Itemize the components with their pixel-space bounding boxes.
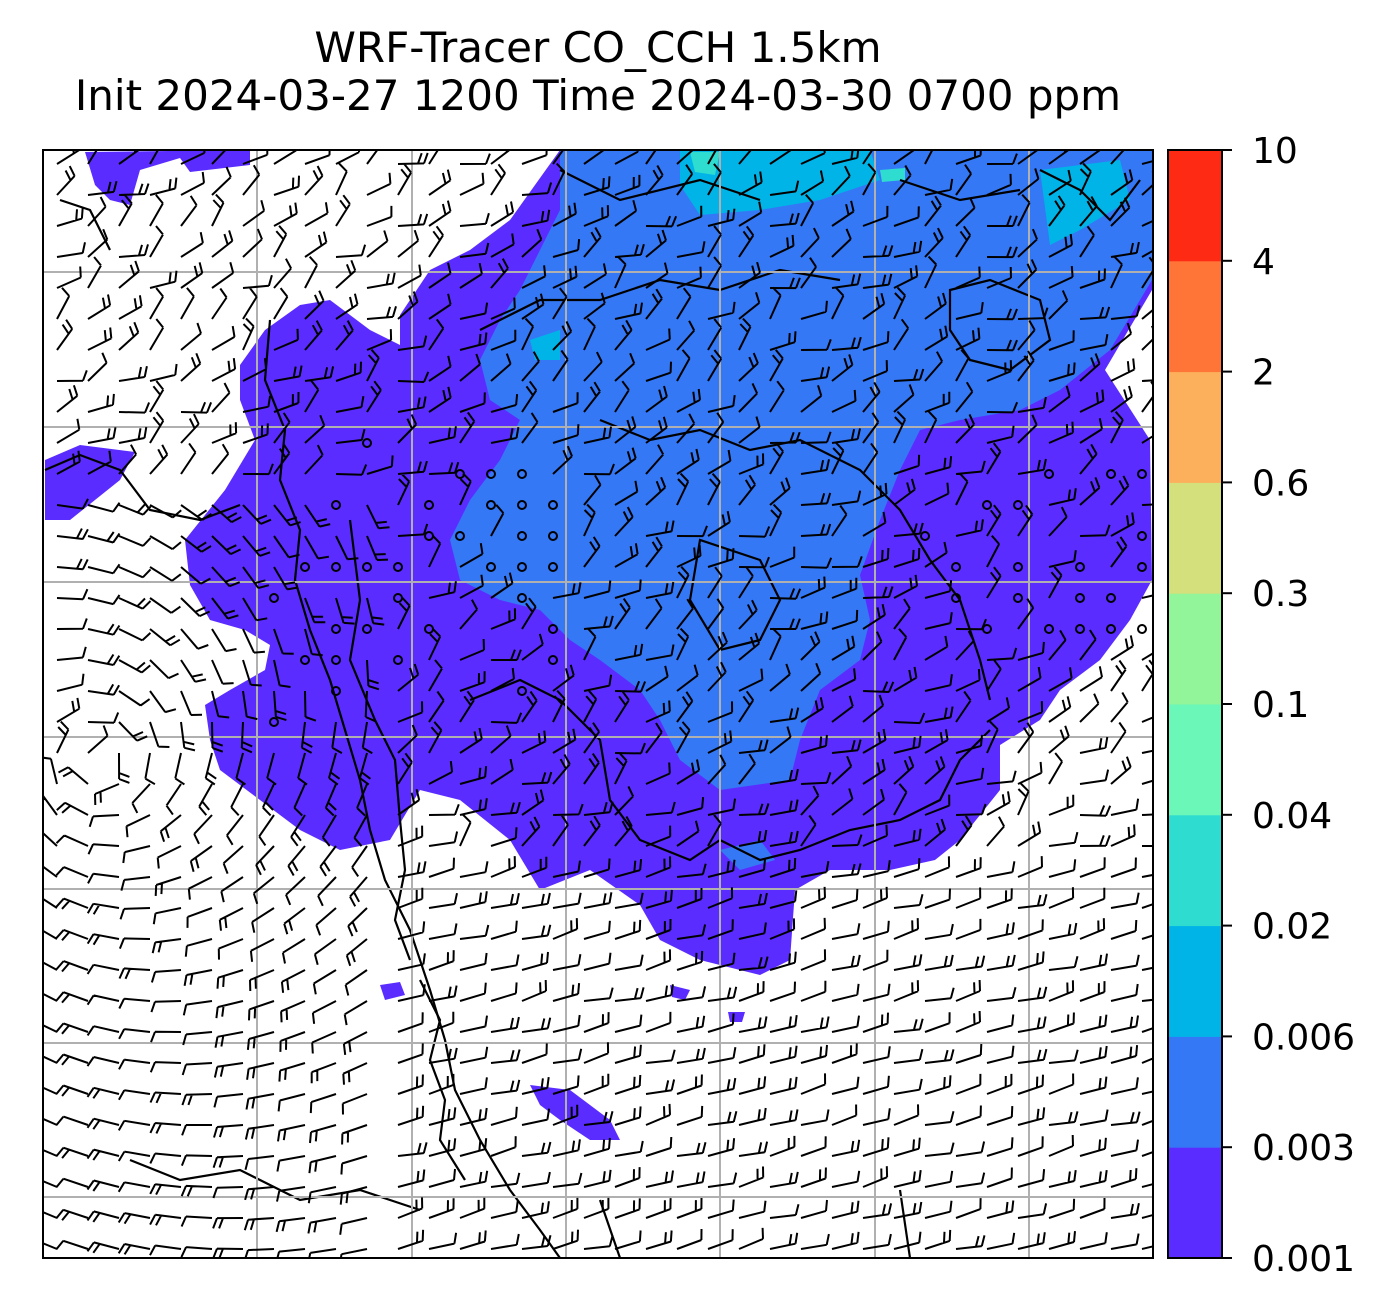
calm-wind-marker	[548, 500, 558, 510]
calm-wind-marker	[548, 531, 558, 541]
colorbar-segment	[1168, 482, 1222, 594]
calm-wind-marker	[517, 500, 527, 510]
calm-wind-marker	[1044, 469, 1054, 479]
map-plot-area	[43, 150, 1153, 1258]
calm-wind-marker	[982, 624, 992, 634]
calm-wind-marker	[517, 531, 527, 541]
calm-wind-marker	[362, 562, 372, 572]
calm-wind-marker	[269, 717, 279, 727]
colorbar-segment	[1168, 593, 1222, 705]
calm-wind-marker	[424, 531, 434, 541]
colorbar-segment	[1168, 150, 1222, 262]
calm-wind-marker	[982, 500, 992, 510]
colorbar-tick-label: 10	[1252, 131, 1298, 172]
colorbar-tick-label: 0.6	[1252, 463, 1309, 504]
calm-wind-marker	[1075, 593, 1085, 603]
colorbar-tick-label: 0.1	[1252, 685, 1309, 726]
calm-wind-marker	[331, 686, 341, 696]
calm-wind-marker	[1137, 531, 1147, 541]
calm-wind-marker	[455, 531, 465, 541]
calm-wind-marker	[1106, 593, 1116, 603]
calm-wind-marker	[424, 624, 434, 634]
colorbar-segment	[1168, 704, 1222, 816]
calm-wind-marker	[1106, 624, 1116, 634]
colorbar-segment	[1168, 371, 1222, 483]
calm-wind-marker	[1075, 562, 1085, 572]
title-line-1: WRF-Tracer CO_CCH 1.5km	[314, 23, 882, 72]
calm-wind-marker	[486, 469, 496, 479]
chart-title: WRF-Tracer CO_CCH 1.5km Init 2024-03-27 …	[0, 24, 1196, 120]
calm-wind-marker	[951, 562, 961, 572]
colorbar-segment	[1168, 260, 1222, 373]
calm-wind-marker	[1106, 469, 1116, 479]
calm-wind-marker	[548, 655, 558, 665]
wind-barbs	[43, 150, 1153, 1258]
calm-wind-marker	[269, 593, 279, 603]
calm-wind-marker	[517, 686, 527, 696]
calm-wind-marker	[362, 624, 372, 634]
calm-wind-marker	[920, 531, 930, 541]
calm-wind-marker	[517, 469, 527, 479]
calm-wind-marker	[486, 500, 496, 510]
colorbar-segment	[1168, 1147, 1222, 1259]
tracer-field-band-4	[690, 152, 905, 182]
calm-wind-marker	[1013, 593, 1023, 603]
calm-wind-marker	[331, 500, 341, 510]
calm-wind-marker	[393, 593, 403, 603]
calm-wind-marker	[455, 469, 465, 479]
colorbar-tick-label: 0.02	[1252, 907, 1332, 948]
calm-wind-marker	[548, 562, 558, 572]
title-line-2: Init 2024-03-27 1200 Time 2024-03-30 070…	[74, 71, 1122, 120]
map-frame	[42, 149, 1154, 1259]
colorbar-tick-label: 0.3	[1252, 574, 1309, 615]
calm-wind-marker	[1137, 624, 1147, 634]
coastlines	[44, 169, 1141, 1258]
colorbar-tick-label: 0.003	[1252, 1128, 1355, 1169]
calm-wind-marker	[331, 562, 341, 572]
colorbar-segment	[1168, 814, 1222, 927]
calm-wind-marker	[331, 624, 341, 634]
colorbar-tick-label: 0.04	[1252, 796, 1332, 837]
wind-barb-lines	[43, 150, 1153, 1258]
calm-wind-marker	[1137, 469, 1147, 479]
calm-wind-marker	[1075, 624, 1085, 634]
calm-wind-marker	[1137, 562, 1147, 572]
calm-wind-marker	[1013, 500, 1023, 510]
calm-wind-marker	[300, 655, 310, 665]
colorbar-tick-label: 2	[1252, 353, 1275, 394]
calm-wind-marker	[1044, 624, 1054, 634]
calm-wind-marker	[300, 562, 310, 572]
colorbar-tick-label: 0.001	[1252, 1239, 1355, 1280]
calm-wind-marker	[517, 593, 527, 603]
colorbar-segment	[1168, 1036, 1222, 1148]
calm-wind-marker	[548, 624, 558, 634]
colorbar-tick-label: 0.006	[1252, 1017, 1355, 1058]
tracer-field-band-3	[530, 150, 1130, 360]
calm-wind-marker	[1013, 562, 1023, 572]
calm-wind-marker	[424, 500, 434, 510]
colorbar-segment	[1168, 925, 1222, 1037]
calm-wind-marker	[362, 438, 372, 448]
calm-wind-marker	[331, 655, 341, 665]
calm-wind-marker	[486, 562, 496, 572]
calm-wind-marker	[393, 562, 403, 572]
calm-wind-marker	[951, 593, 961, 603]
colorbar: 0.001 0.003 0.006 0.02 0.04 0.1 0.3 0.6 2 4 10	[1167, 131, 1355, 1280]
calm-wind-marker	[393, 655, 403, 665]
calm-wind-marker	[517, 562, 527, 572]
colorbar-tick-label: 4	[1252, 242, 1275, 283]
